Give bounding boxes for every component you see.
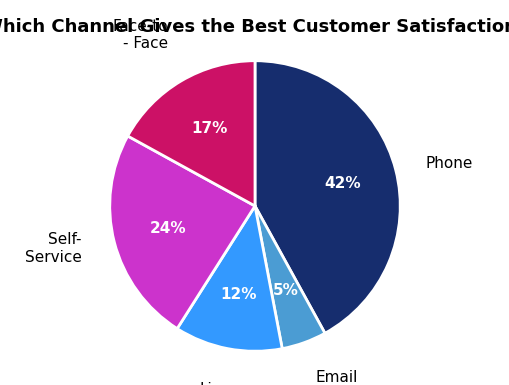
Text: 24%: 24% [149,221,186,236]
Title: Which Channel Gives the Best Customer Satisfaction?: Which Channel Gives the Best Customer Sa… [0,18,509,36]
Text: Email: Email [316,370,358,385]
Text: Phone: Phone [425,156,472,171]
Text: 12%: 12% [219,287,256,302]
Text: Face-to
- Face: Face-to - Face [112,19,167,51]
Wedge shape [127,61,254,206]
Text: 42%: 42% [323,176,360,191]
Wedge shape [254,206,324,349]
Text: Live
Chat: Live Chat [197,382,233,385]
Wedge shape [177,206,281,351]
Wedge shape [254,61,400,333]
Text: 17%: 17% [190,121,227,136]
Wedge shape [109,136,255,329]
Text: 5%: 5% [272,283,298,298]
Text: Self-
Service: Self- Service [25,233,81,265]
